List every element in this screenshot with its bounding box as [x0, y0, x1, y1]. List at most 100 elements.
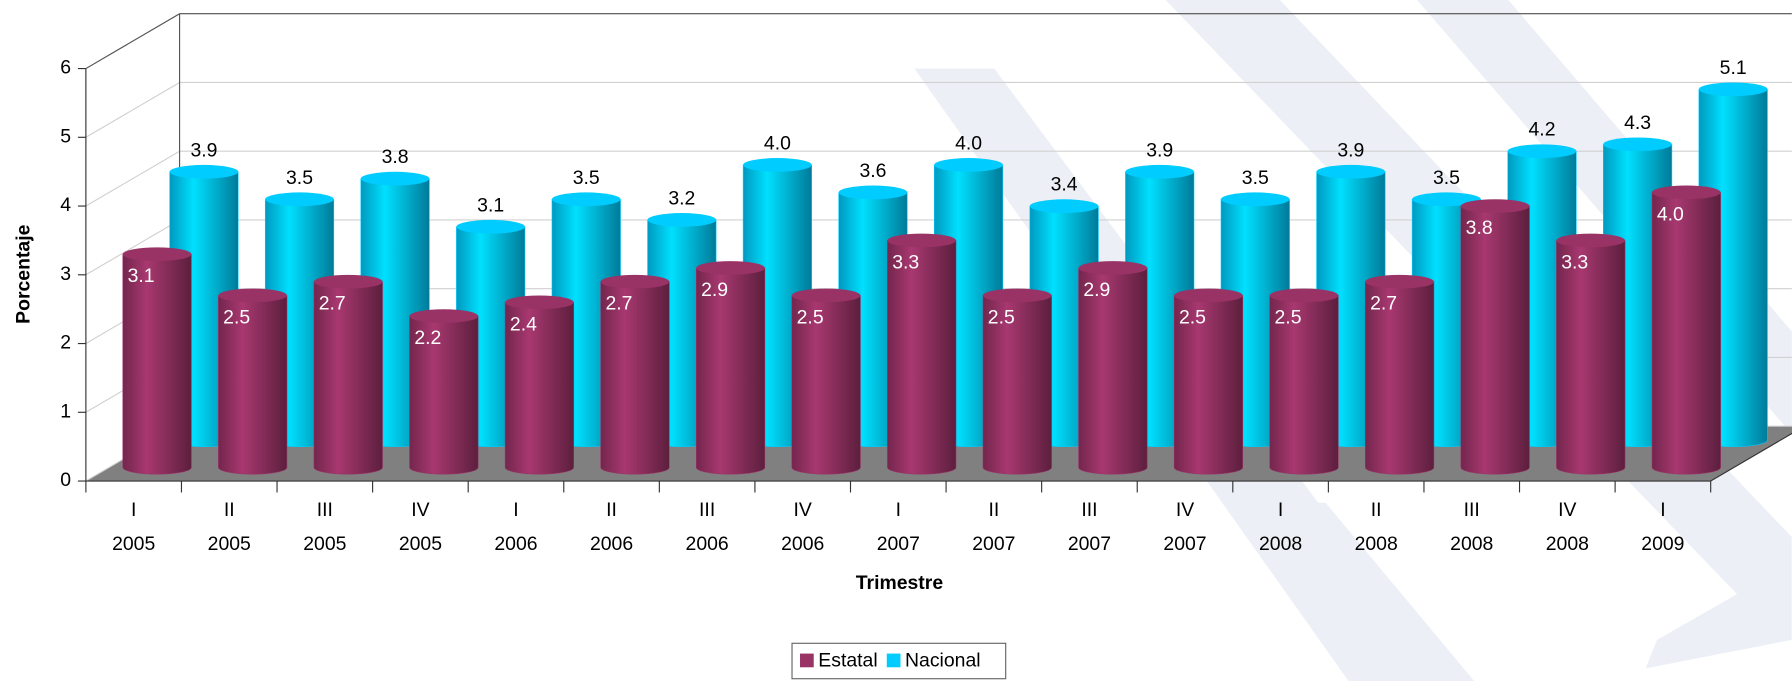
data-label: 3.1 [128, 265, 155, 287]
bar-top [696, 261, 765, 275]
x-tick-label: III [1081, 499, 1097, 521]
data-label: 2.5 [1179, 306, 1206, 328]
data-label: 3.6 [859, 160, 886, 182]
data-label: 3.5 [573, 167, 600, 189]
x-tick-label: IV [411, 499, 429, 521]
data-label: 3.4 [1051, 174, 1078, 196]
y-tick-label: 5 [60, 125, 71, 147]
bar-top [1221, 192, 1290, 207]
cylinder [791, 288, 861, 475]
bar [313, 281, 383, 475]
grid-line [85, 150, 180, 207]
cylinder [1078, 261, 1148, 475]
x-tick-label: 2005 [112, 533, 155, 555]
x-tick-label: 2005 [399, 533, 442, 555]
x-tick-label: I [131, 499, 136, 521]
x-tick-label: 2008 [1546, 533, 1589, 555]
bar [504, 302, 574, 475]
data-label: 2.4 [510, 313, 537, 335]
data-label: 3.3 [1561, 251, 1588, 273]
legend-label: Nacional [905, 650, 981, 672]
x-tick-label: II [988, 499, 999, 521]
bar [1078, 267, 1148, 475]
bar [1173, 295, 1244, 475]
cylinder [887, 233, 957, 475]
bar-top [551, 192, 621, 207]
x-tick-label: II [224, 499, 235, 521]
bar-top [218, 288, 287, 303]
bar [695, 267, 766, 475]
y-tick-label: 2 [60, 332, 71, 354]
legend-swatch [800, 653, 814, 668]
data-label: 4.3 [1624, 112, 1651, 134]
data-label: 2.2 [414, 327, 441, 349]
data-label: 2.5 [988, 306, 1015, 328]
bar [600, 281, 670, 475]
cylinder [504, 295, 574, 475]
x-tick-label: 2009 [1641, 533, 1684, 555]
bar-top [1174, 288, 1243, 303]
y-tick-label: 1 [60, 400, 71, 422]
data-label: 2.7 [319, 293, 346, 315]
x-tick-label: 2007 [1068, 533, 1111, 555]
axis-line [1710, 432, 1792, 482]
axis-line [85, 13, 180, 70]
x-tick-label: II [1371, 499, 1382, 521]
bar-top [887, 233, 956, 248]
x-tick-label: III [1464, 499, 1480, 521]
x-tick-label: 2008 [1259, 533, 1302, 555]
bar-top [1698, 82, 1768, 97]
bar-top [313, 274, 383, 289]
bar [1365, 281, 1435, 475]
cylinder [1460, 199, 1530, 475]
grid-line [85, 81, 180, 138]
x-tick-label: 2007 [877, 533, 920, 555]
bar-top [1125, 164, 1194, 179]
x-tick-label: 2005 [303, 533, 346, 555]
data-label: 3.9 [1146, 139, 1173, 161]
bar-top [600, 274, 670, 289]
bar-top [1029, 199, 1099, 214]
bar-top [1078, 261, 1148, 275]
bar-top [983, 288, 1052, 303]
x-tick-label: 2006 [686, 533, 729, 555]
y-tick-label: 4 [60, 194, 71, 216]
data-label: 2.9 [701, 279, 728, 301]
data-label: 3.5 [1242, 167, 1269, 189]
data-label: 3.3 [892, 251, 919, 273]
legend-swatch [886, 653, 901, 668]
cylinder [1269, 288, 1339, 475]
bar-top [1460, 199, 1530, 213]
bar-top [360, 171, 430, 186]
data-label: 3.8 [382, 146, 409, 168]
bar [1460, 205, 1530, 475]
x-tick-label: IV [794, 499, 812, 521]
data-label: 2.5 [223, 306, 250, 328]
bar-top [791, 288, 861, 303]
x-tick-label: 2007 [1163, 533, 1206, 555]
bar [887, 240, 957, 475]
cylinder [982, 288, 1052, 475]
bar-top [838, 185, 908, 200]
x-tick-label: I [1660, 499, 1665, 521]
bar [791, 295, 861, 475]
data-label: 3.9 [1337, 139, 1364, 161]
cylinder [218, 288, 288, 475]
cylinder [695, 261, 766, 475]
y-axis-title: Porcentaje [12, 224, 34, 323]
bar-top [409, 309, 479, 323]
data-label: 2.9 [1083, 279, 1110, 301]
data-label: 3.5 [286, 167, 313, 189]
cylinder [122, 247, 192, 475]
x-tick-label: 2005 [208, 533, 251, 555]
bar-top [505, 295, 574, 310]
data-label: 4.0 [764, 132, 791, 154]
x-tick-label: IV [1558, 499, 1576, 521]
bar-top [1412, 192, 1481, 207]
cylinder [1651, 185, 1721, 475]
data-label: 4.2 [1529, 119, 1556, 141]
cylinder [1365, 274, 1435, 475]
bar-top [934, 158, 1003, 172]
data-label: 2.7 [1370, 293, 1397, 315]
bar-top [647, 213, 717, 227]
